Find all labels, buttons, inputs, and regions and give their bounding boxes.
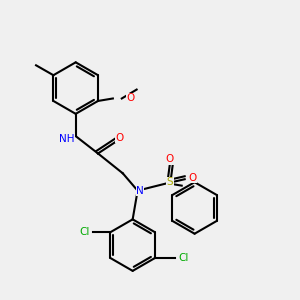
Text: O: O — [115, 133, 123, 142]
Text: N: N — [136, 186, 144, 196]
Text: Cl: Cl — [178, 253, 189, 263]
Text: O: O — [166, 154, 174, 164]
Text: NH: NH — [59, 134, 74, 144]
Text: O: O — [188, 173, 196, 183]
Text: O: O — [127, 94, 135, 103]
Text: S: S — [167, 177, 173, 187]
Text: Cl: Cl — [79, 227, 89, 237]
